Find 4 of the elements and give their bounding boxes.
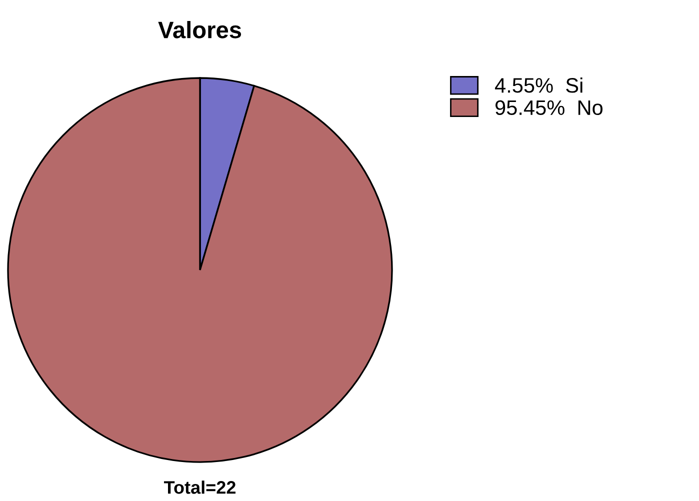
chart-title: Valores bbox=[158, 20, 242, 38]
text: Total=22 bbox=[164, 480, 236, 494]
legend-label: 4.55% Si bbox=[494, 77, 582, 93]
legend-label: 95.45% No bbox=[495, 100, 602, 116]
